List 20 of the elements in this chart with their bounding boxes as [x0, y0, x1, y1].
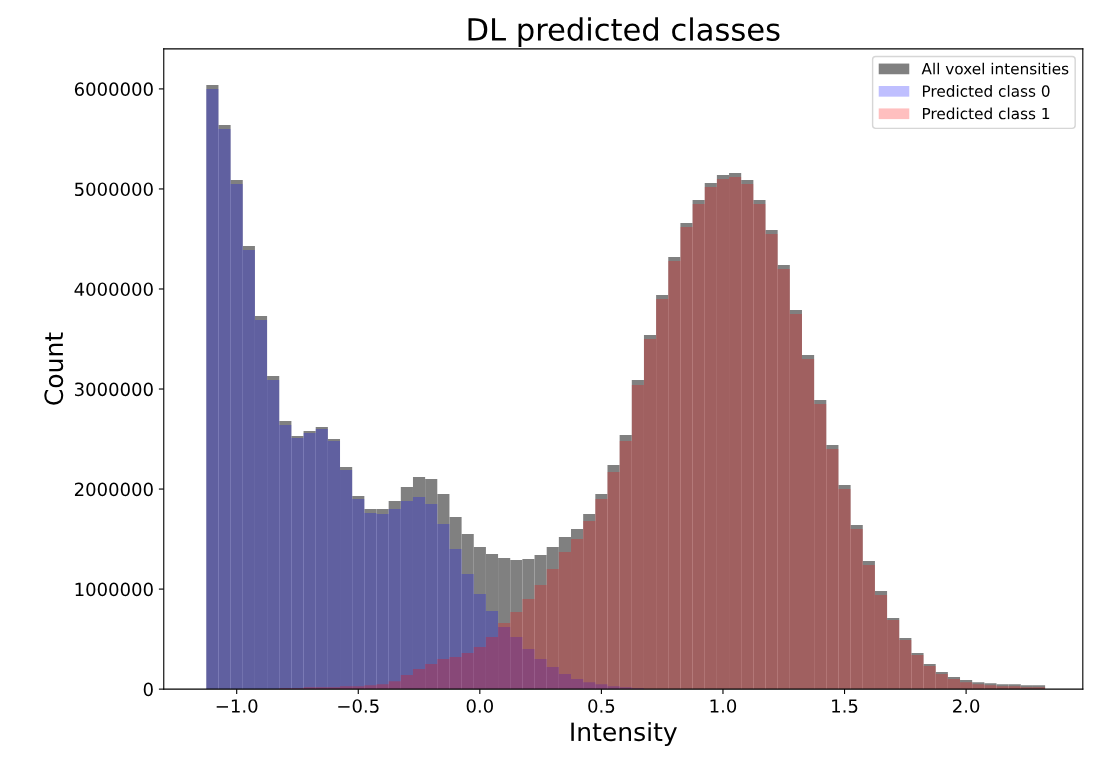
x-tick-label: −1.0 — [216, 699, 258, 713]
y-tick-label: 1000000 — [75, 582, 153, 597]
y-tick-label: 5000000 — [75, 182, 153, 197]
legend-label: Predicted class 1 — [922, 107, 1050, 120]
y-tick-label: 4000000 — [74, 282, 153, 297]
x-tick-label: 2.0 — [953, 699, 980, 713]
y-axis-title: Count — [44, 332, 64, 405]
x-axis-title: Intensity — [571, 721, 677, 747]
x-tick-label: 0.0 — [466, 699, 493, 713]
x-tick-label: 0.5 — [588, 699, 615, 713]
x-tick-label: 1.0 — [710, 699, 737, 713]
y-tick-label: 3000000 — [75, 382, 153, 397]
legend-label: Predicted class 0 — [922, 85, 1050, 97]
x-tick-label: −0.5 — [338, 699, 379, 713]
x-tick-label: 1.5 — [832, 699, 858, 713]
chart-title: DL predicted classes — [468, 17, 780, 47]
legend-label: All voxel intensities — [921, 62, 1069, 75]
y-tick-label: 2000000 — [74, 482, 153, 497]
y-tick-label: 6000000 — [74, 82, 153, 97]
y-tick-label: 0 — [143, 682, 153, 697]
